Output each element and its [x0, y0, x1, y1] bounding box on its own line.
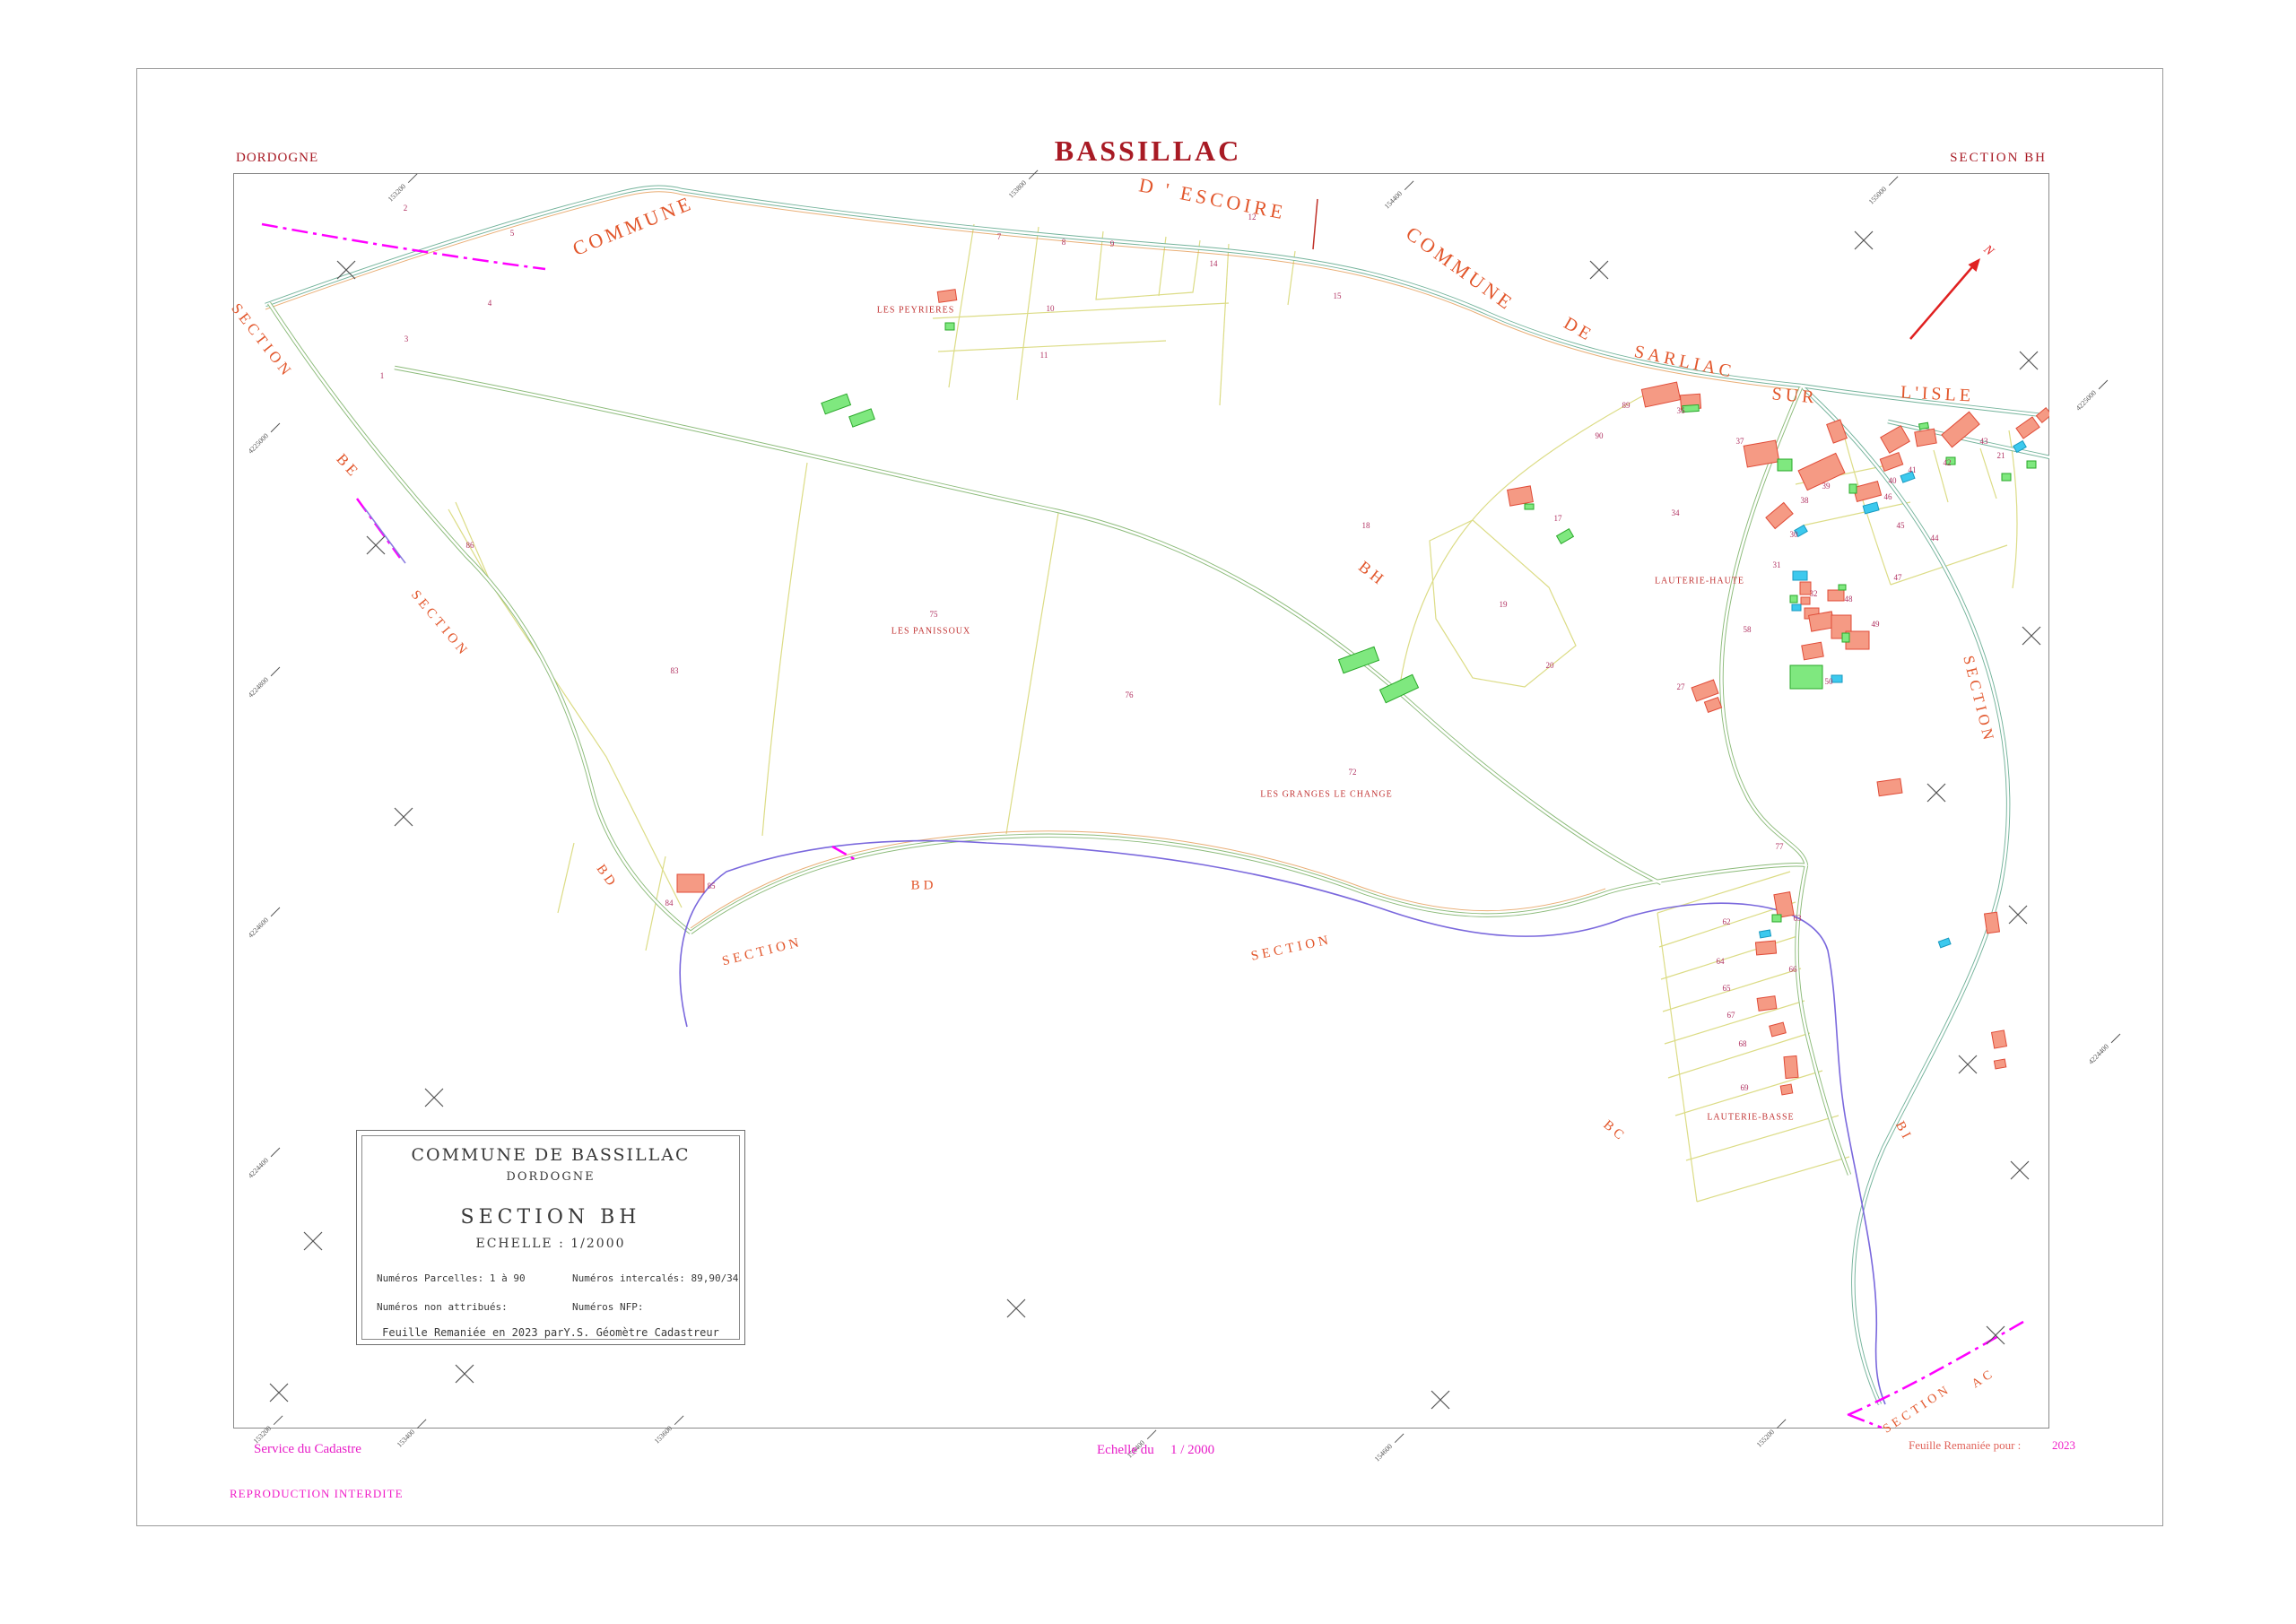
- page-title: BASSILLAC: [1054, 135, 1242, 167]
- cartouche: COMMUNE DE BASSILLAC DORDOGNE SECTION BH…: [356, 1130, 745, 1345]
- cartouche-non-attribues: Numéros non attribués:: [377, 1301, 508, 1313]
- grid-crosses: [269, 230, 2041, 1410]
- map-frame: [233, 173, 2049, 1429]
- map-artwork: [261, 185, 2049, 1429]
- footer-service: Service du Cadastre: [254, 1442, 361, 1456]
- river-line: [679, 839, 1886, 1405]
- cartouche-commune: COMMUNE DE BASSILLAC: [411, 1145, 691, 1165]
- cartouche-section: SECTION BH: [460, 1206, 641, 1229]
- cartouche-parcelles: Numéros Parcelles: 1 à 90: [377, 1272, 526, 1284]
- parcel-lines: [448, 223, 2018, 1203]
- green-roads: [267, 301, 1852, 1176]
- footer-echelle-value: 1 / 2000: [1170, 1443, 1215, 1457]
- sheet-border: [136, 68, 2163, 1526]
- section-label: SECTION BH: [1950, 151, 2047, 165]
- cartouche-intercales: Numéros intercalés: 89,90/34: [572, 1272, 739, 1284]
- north-arrow: [1909, 258, 1980, 340]
- department-label: DORDOGNE: [236, 151, 319, 165]
- cartouche-nfp: Numéros NFP:: [572, 1301, 644, 1313]
- boundary-purple-line: [363, 507, 406, 564]
- cartouche-inner-border: [361, 1135, 740, 1340]
- cartouche-echelle: ECHELLE : 1/2000: [475, 1237, 626, 1251]
- footer-feuille-value: 2023: [2052, 1438, 2075, 1452]
- cartouche-department: DORDOGNE: [506, 1170, 596, 1184]
- road-edge-lines: [265, 191, 1802, 929]
- buildings: [676, 289, 2049, 1096]
- cartouche-feuille: Feuille Remaniée en 2023 parY.S. Géomètr…: [382, 1326, 719, 1339]
- survey-mark-line: [1312, 198, 1318, 250]
- footer-echelle-label: Echelle du: [1097, 1443, 1154, 1457]
- teal-roads: [265, 185, 2049, 1405]
- footer-feuille-label: Feuille Remaniée pour :: [1909, 1438, 2022, 1452]
- footer-reproduction: REPRODUCTION INTERDITE: [230, 1487, 404, 1500]
